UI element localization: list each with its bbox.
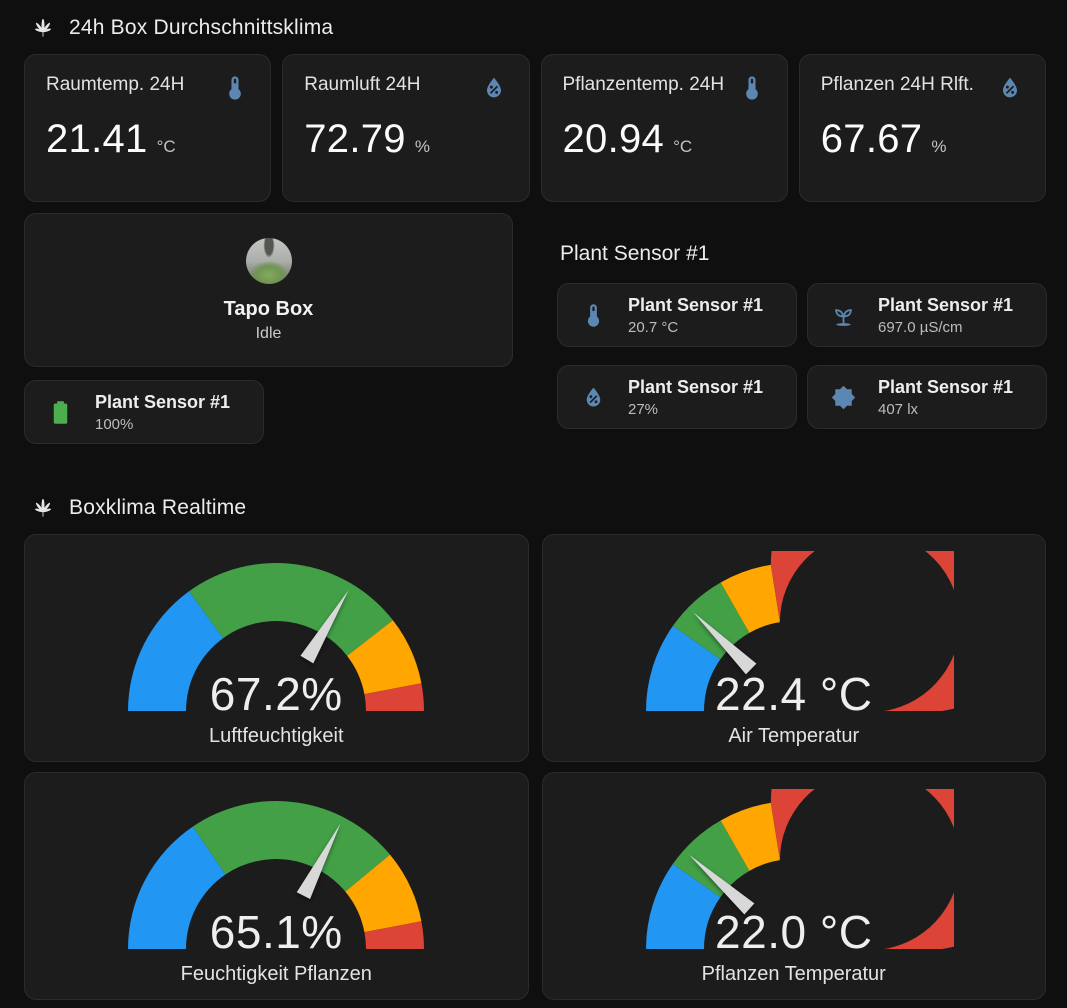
gauge-segment <box>720 802 780 871</box>
gauge-segment <box>347 620 422 695</box>
camera-preview-avatar[interactable] <box>245 237 292 284</box>
stat-card-row: Raumtemp. 24H 21.41 °C Raumluft 24H 72.7… <box>24 54 1046 202</box>
tile-state: 20.7 °C <box>628 318 679 336</box>
stat-card-pflanzen-rlft[interactable]: Pflanzen 24H Rlft. 67.67 % <box>798 54 1046 202</box>
middle-row: Tapo Box Idle Plant Sensor #1 100% Plant… <box>24 213 1047 444</box>
gauge-segment <box>193 800 391 892</box>
gauge-label: Air Temperatur <box>728 725 860 747</box>
gauge-segment <box>770 789 954 949</box>
water-percent-icon <box>480 74 508 102</box>
stat-card-raumluft[interactable]: Raumluft 24H 72.79 % <box>282 54 530 202</box>
stat-card-unit: °C <box>156 137 176 156</box>
gauge-needle <box>688 854 755 915</box>
gauge-segment <box>128 826 226 949</box>
gauge-label: Luftfeuchtigkeit <box>208 725 344 747</box>
gauge-chart <box>128 563 425 711</box>
plant-sensor-illuminance-tile[interactable]: Plant Sensor #1 407 lx <box>807 365 1047 429</box>
stat-card-value: 20.94 <box>562 117 665 161</box>
stat-card-name: Raumtemp. 24H <box>46 74 185 95</box>
gauge-segment <box>672 582 750 660</box>
gauge-card-luftfeuchtigkeit[interactable]: 67.2% Luftfeuchtigkeit <box>24 534 529 762</box>
tile-name: Plant Sensor #1 <box>95 391 231 412</box>
stat-card-unit: % <box>414 137 430 156</box>
gauge-label: Feuchtigkeit Pflanzen <box>180 963 372 985</box>
section-header-climate: 24h Box Durchschnittsklima <box>32 12 1046 44</box>
gauge-segment <box>364 683 425 711</box>
gauge-segment <box>364 921 425 949</box>
gauge-card-air-temperatur[interactable]: 22.4 °C Air Temperatur <box>541 534 1046 762</box>
stat-card-value: 67.67 <box>820 117 923 161</box>
tile-state: 407 lx <box>878 400 919 418</box>
gauge-segment <box>645 863 721 949</box>
gauge-segment <box>770 551 954 711</box>
plant-sensor-grid: Plant Sensor #1 20.7 °C Plant Sensor #1 … <box>557 283 1047 429</box>
camera-name: Tapo Box <box>223 297 314 320</box>
plant-sensor-group-title: Plant Sensor #1 <box>560 242 710 265</box>
stat-card-raumtemp[interactable]: Raumtemp. 24H 21.41 °C <box>24 54 272 202</box>
gauge-segment <box>128 591 224 711</box>
stat-card-name: Raumluft 24H <box>304 74 421 95</box>
gauge-needle <box>296 823 341 900</box>
stat-card-pflanzentemp[interactable]: Pflanzentemp. 24H 20.94 °C <box>540 54 788 202</box>
gauge-chart <box>645 551 954 711</box>
section-title: 24h Box Durchschnittsklima <box>69 16 334 39</box>
cannabis-icon <box>32 497 54 519</box>
tile-state: 100% <box>95 415 134 433</box>
gauge-segment <box>720 564 780 633</box>
stat-card-name: Pflanzentemp. 24H <box>562 74 725 95</box>
water-percent-icon <box>996 74 1024 102</box>
brightness-icon <box>830 384 857 411</box>
gauge-chart <box>645 789 954 949</box>
gauge-segment <box>645 625 721 711</box>
gauge-segment <box>189 563 394 656</box>
section-title: Boxklima Realtime <box>69 496 247 519</box>
camera-card-tapo-box[interactable]: Tapo Box Idle <box>24 213 513 367</box>
stat-card-value: 72.79 <box>304 117 406 161</box>
stat-card-unit: °C <box>673 137 693 156</box>
camera-status: Idle <box>255 324 282 342</box>
gauge-chart <box>128 800 425 949</box>
cannabis-icon <box>32 17 54 39</box>
gauge-label: Pflanzen Temperatur <box>701 963 886 985</box>
gauge-card-pflanzen-temperatur[interactable]: 22.0 °C Pflanzen Temperatur <box>541 772 1046 1000</box>
plant-sensor-temperature-tile[interactable]: Plant Sensor #1 20.7 °C <box>557 283 797 347</box>
tile-state: 697.0 µS/cm <box>878 318 963 336</box>
gauge-grid: 67.2% Luftfeuchtigkeit 22.4 °C Air Tempe… <box>24 534 1046 1000</box>
tile-state: 27% <box>628 400 659 418</box>
thermometer-icon <box>738 74 766 102</box>
stat-card-value: 21.41 <box>46 117 148 161</box>
thermometer-icon <box>580 302 607 329</box>
battery-tile[interactable]: Plant Sensor #1 100% <box>24 380 264 444</box>
gauge-segment <box>672 820 750 898</box>
stat-card-unit: % <box>931 137 947 156</box>
gauge-needle <box>300 590 349 664</box>
tile-name: Plant Sensor #1 <box>628 376 764 397</box>
plant-sensor-conductivity-tile[interactable]: Plant Sensor #1 697.0 µS/cm <box>807 283 1047 347</box>
thermometer-icon <box>221 74 249 102</box>
tile-name: Plant Sensor #1 <box>878 376 1014 397</box>
tile-name: Plant Sensor #1 <box>628 294 764 315</box>
water-percent-icon <box>580 384 607 411</box>
gauge-segment <box>345 854 422 933</box>
gauge-needle <box>693 612 757 675</box>
plant-sensor-moisture-tile[interactable]: Plant Sensor #1 27% <box>557 365 797 429</box>
section-header-realtime: Boxklima Realtime <box>32 492 1046 524</box>
gauge-card-feuchtigkeit-pflanzen[interactable]: 65.1% Feuchtigkeit Pflanzen <box>24 772 529 1000</box>
sprout-icon <box>830 302 857 329</box>
battery-icon <box>47 399 74 426</box>
tile-name: Plant Sensor #1 <box>878 294 1014 315</box>
stat-card-name: Pflanzen 24H Rlft. <box>820 74 974 95</box>
